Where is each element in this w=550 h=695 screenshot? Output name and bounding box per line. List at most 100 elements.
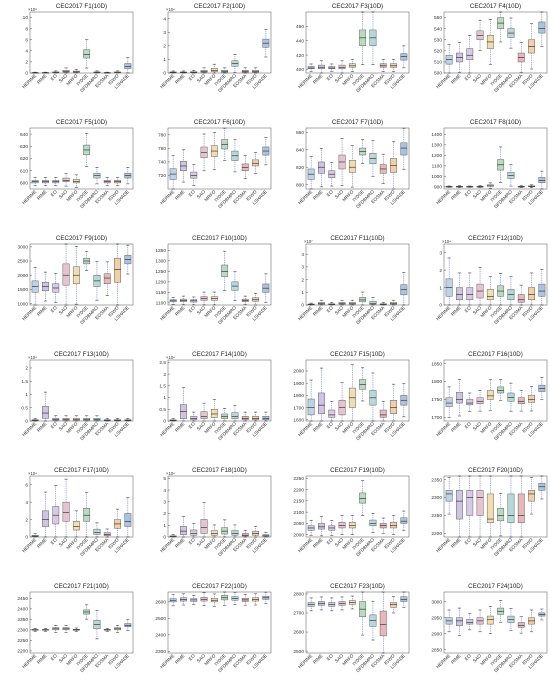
x-tick-label: RIME xyxy=(36,421,48,433)
y-tick-label: 2200 xyxy=(431,531,442,537)
x-tick-label: RIME xyxy=(312,537,324,549)
plot-frame xyxy=(167,243,272,306)
panel-title: CEC2017 F12(10D) xyxy=(468,235,523,242)
plot-frame xyxy=(167,475,272,538)
y-tick-label: 460 xyxy=(296,24,304,30)
box-body xyxy=(210,68,218,72)
box-body xyxy=(318,523,325,530)
box-body xyxy=(466,48,474,60)
box-rime xyxy=(318,516,325,537)
box-sao xyxy=(338,60,346,74)
box-body xyxy=(93,528,101,535)
y-tick-label: 3 xyxy=(163,500,166,506)
box-dfdbmro xyxy=(231,524,239,538)
box-eosma xyxy=(379,302,387,306)
x-tick-label: SAO xyxy=(196,305,207,316)
y-tick-label: 2.5 xyxy=(159,360,166,366)
boxplot-svg: CEC2017 F9(10D)10001500200025003000HERIM… xyxy=(17,235,134,325)
y-tick-label: 2 xyxy=(25,60,28,66)
box-eosma xyxy=(103,71,111,74)
box-herime xyxy=(445,609,453,633)
y-tick-label: 1300 xyxy=(431,143,442,149)
box-herime xyxy=(445,477,453,515)
box-body xyxy=(538,283,546,297)
box-eosma xyxy=(517,42,525,73)
box-body xyxy=(486,289,494,300)
box-eo xyxy=(52,625,60,633)
box-lshade xyxy=(262,136,270,166)
y-tick-label: 2700 xyxy=(293,611,304,617)
box-body xyxy=(328,409,336,418)
box-eosma xyxy=(241,155,249,180)
box-dfdbmro xyxy=(507,164,515,187)
x-tick-label: EO xyxy=(188,537,197,546)
y-tick-label: 630 xyxy=(20,144,28,150)
x-tick-label: SAO xyxy=(334,73,345,84)
panel-17: CEC2017 F17(10D) ×10⁴ 0 2 4 6 HERIME RIME EO SAO M… xyxy=(0,464,137,579)
panel-3: CEC2017 F3(10D) 400 420 440 460 HERIME RIME EO S… xyxy=(276,0,413,115)
y-tick-label: 2100 xyxy=(293,510,304,516)
y-tick-label: 600 xyxy=(20,181,28,187)
x-tick-label: EO xyxy=(188,305,197,314)
x-tick-label: EO xyxy=(50,305,59,314)
box-body xyxy=(42,510,49,527)
box-body xyxy=(456,490,463,520)
x-tick-label: EO xyxy=(188,421,197,430)
box-rime xyxy=(42,71,49,74)
box-body xyxy=(72,179,80,184)
x-tick-label: SAO xyxy=(196,189,207,200)
y-tick-label: 6 xyxy=(25,482,28,488)
box-eo xyxy=(466,475,474,538)
box-iydse xyxy=(221,408,229,422)
y-tick-label: 1.5 xyxy=(159,384,166,390)
box-igwo xyxy=(528,477,535,515)
y-tick-label: 1200 xyxy=(155,280,166,286)
box-herime xyxy=(307,520,315,536)
plot-frame xyxy=(443,243,548,306)
box-sao xyxy=(62,478,70,538)
x-tick-label: SAO xyxy=(472,189,483,200)
box-mrfo xyxy=(486,19,494,65)
y-tick-label: 1500 xyxy=(17,287,28,293)
box-dfdbmro xyxy=(93,522,101,538)
box-dfdbmro xyxy=(507,382,515,412)
box-body xyxy=(497,508,505,522)
box-sao xyxy=(476,19,484,51)
box-body xyxy=(190,529,198,536)
panel-title: CEC2017 F21(10D) xyxy=(54,583,109,590)
box-eosma xyxy=(379,401,387,422)
box-eo xyxy=(52,415,60,422)
box-herime xyxy=(169,594,177,607)
box-eo xyxy=(466,392,474,412)
box-body xyxy=(466,490,474,516)
box-eosma xyxy=(517,616,525,634)
box-herime xyxy=(31,533,39,538)
x-tick-label: SAO xyxy=(58,189,69,200)
y-tick-label: 3 xyxy=(301,265,304,271)
box-body xyxy=(190,171,198,179)
plot-frame xyxy=(167,591,272,654)
box-body xyxy=(72,521,80,531)
box-body xyxy=(62,177,70,182)
x-tick-label: EO xyxy=(326,305,335,314)
y-tick-label: 3 xyxy=(163,30,166,36)
panel-title: CEC2017 F15(10D) xyxy=(330,351,385,358)
panel-title: CEC2017 F14(10D) xyxy=(192,351,247,358)
x-tick-label: EO xyxy=(188,189,197,198)
box-sao xyxy=(200,502,208,538)
y-tick-label: 1700 xyxy=(431,415,442,421)
box-sao xyxy=(62,173,70,187)
box-eo xyxy=(328,302,336,306)
y-tick-label: 510 xyxy=(434,60,442,66)
boxplot-svg: CEC2017 F16(10D)1700175018001850HERIMERI… xyxy=(431,351,548,441)
x-tick-label: SAO xyxy=(58,421,69,432)
x-tick-label: EO xyxy=(464,537,473,546)
box-body xyxy=(241,70,249,73)
panel-13: CEC2017 F13(10D) ×10⁴ 0 0.5 1 1.5 2 HERIME RIME E… xyxy=(0,348,137,463)
box-eosma xyxy=(241,67,249,74)
box-body xyxy=(456,287,463,300)
box-body xyxy=(210,530,218,536)
x-tick-label: SAO xyxy=(58,73,69,84)
x-tick-label: RIME xyxy=(174,653,186,665)
